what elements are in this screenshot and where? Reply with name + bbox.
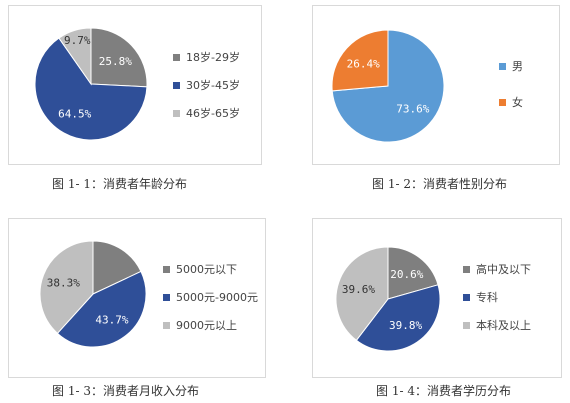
- legend-label: 男: [512, 60, 523, 73]
- data-label: 26.4%: [347, 57, 380, 70]
- legend-swatch: [499, 98, 506, 106]
- pie-slice: [58, 27, 92, 86]
- legend-item: 女: [499, 94, 523, 110]
- legend-swatch: [463, 321, 470, 329]
- legend-label: 5000元以下: [176, 263, 237, 276]
- legend-swatch: [163, 265, 170, 273]
- pie-slice: [355, 284, 441, 352]
- pie-slice: [335, 246, 389, 341]
- legend-label: 专科: [476, 291, 498, 304]
- legend-swatch: [463, 265, 470, 273]
- legend-item: 46岁-65岁: [173, 105, 240, 121]
- legend-gender: 男 女: [499, 58, 523, 122]
- data-label: 39.6%: [342, 283, 375, 296]
- data-label: 9.7%: [64, 34, 91, 47]
- caption-income: 图 1- 3：消费者月收入分布: [52, 384, 199, 398]
- legend-item: 9000元以上: [163, 317, 258, 333]
- caption-gender: 图 1- 2：消费者性别分布: [372, 177, 507, 191]
- pie-slice: [387, 246, 439, 300]
- legend-swatch: [173, 53, 180, 61]
- data-label: 25.8%: [99, 55, 132, 68]
- chart-panel-income: 43.7% 38.3% 5000元以下 5000元-9000元 9000元以上: [8, 218, 266, 378]
- legend-age: 18岁-29岁 30岁-45岁 46岁-65岁: [173, 49, 240, 133]
- pie-slice: [92, 240, 142, 295]
- legend-swatch: [499, 62, 506, 70]
- data-label: 38.3%: [47, 277, 80, 290]
- legend-income: 5000元以下 5000元-9000元 9000元以上: [163, 261, 258, 345]
- pie-chart-age: 25.8% 64.5% 9.7%: [34, 27, 148, 141]
- pie-slice: [90, 27, 148, 88]
- legend-item: 本科及以上: [463, 317, 531, 333]
- pie-chart-gender: 73.6% 26.4%: [331, 29, 445, 143]
- legend-swatch: [163, 321, 170, 329]
- legend-swatch: [173, 109, 180, 117]
- legend-label: 本科及以上: [476, 319, 531, 332]
- chart-panel-gender: 73.6% 26.4% 男 女: [312, 5, 560, 165]
- pie-slice: [331, 29, 389, 92]
- legend-label: 30岁-45岁: [186, 79, 240, 92]
- data-label: 20.6%: [390, 268, 423, 281]
- legend-item: 18岁-29岁: [173, 49, 240, 65]
- data-label: 39.8%: [389, 319, 422, 332]
- legend-label: 18岁-29岁: [186, 51, 240, 64]
- legend-item: 30岁-45岁: [173, 77, 240, 93]
- legend-item: 高中及以下: [463, 261, 531, 277]
- pie-slice: [39, 240, 94, 335]
- data-label: 43.7%: [95, 314, 128, 327]
- caption-education: 图 1- 4：消费者学历分布: [376, 384, 511, 398]
- chart-panel-age: 25.8% 64.5% 9.7% 18岁-29岁 30岁-45岁 46岁-65岁: [8, 5, 262, 165]
- legend-label: 女: [512, 96, 523, 109]
- pie-slice: [56, 270, 147, 348]
- legend-item: 专科: [463, 289, 531, 305]
- legend-label: 46岁-65岁: [186, 107, 240, 120]
- pie-slice: [34, 37, 148, 141]
- legend-swatch: [463, 293, 470, 301]
- legend-label: 5000元-9000元: [176, 291, 258, 304]
- data-label: 73.6%: [396, 103, 429, 116]
- pie-chart-education: 20.6% 39.8% 39.6%: [335, 246, 441, 352]
- legend-item: 5000元-9000元: [163, 289, 258, 305]
- caption-age: 图 1- 1：消费者年龄分布: [52, 177, 187, 191]
- legend-item: 男: [499, 58, 523, 74]
- legend-swatch: [173, 81, 180, 89]
- legend-label: 高中及以下: [476, 263, 531, 276]
- pie-chart-income: 43.7% 38.3%: [39, 240, 147, 348]
- chart-panel-education: 20.6% 39.8% 39.6% 高中及以下 专科 本科及以上: [312, 218, 562, 378]
- legend-swatch: [163, 293, 170, 301]
- data-label: 64.5%: [58, 107, 91, 120]
- legend-label: 9000元以上: [176, 319, 237, 332]
- legend-item: 5000元以下: [163, 261, 258, 277]
- legend-education: 高中及以下 专科 本科及以上: [463, 261, 531, 345]
